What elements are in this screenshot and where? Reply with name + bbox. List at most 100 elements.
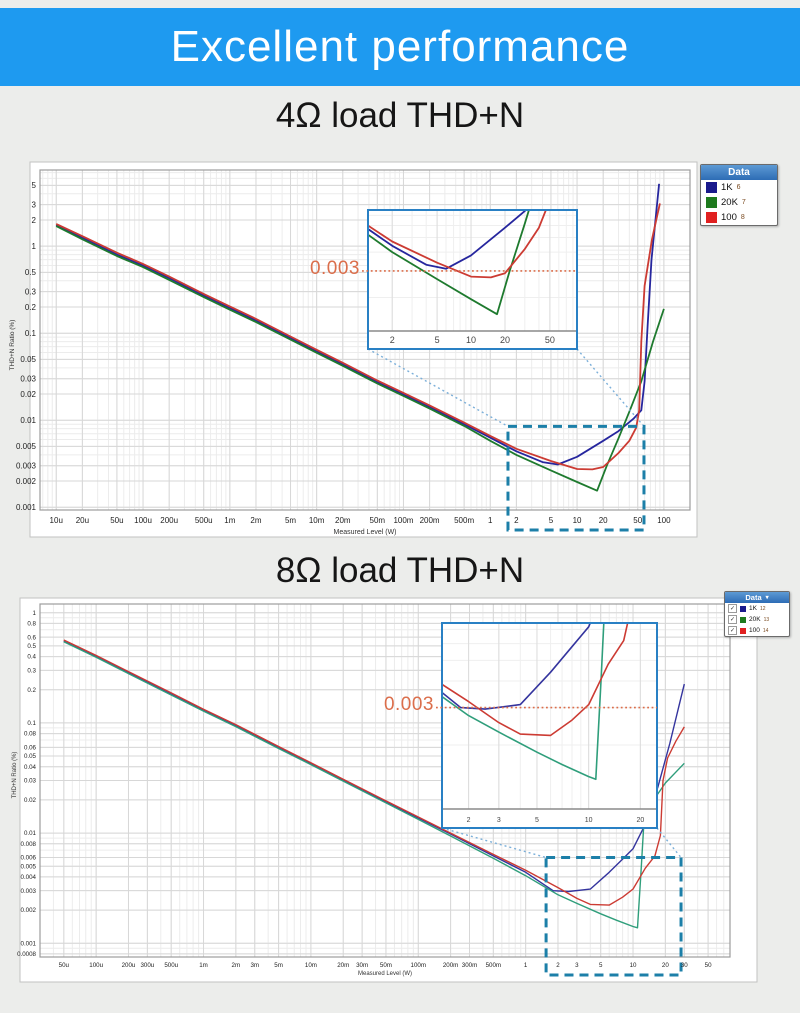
inset-connector-right — [576, 348, 645, 427]
svg-text:0.05: 0.05 — [20, 355, 36, 364]
legend-item-index: 8 — [740, 214, 745, 221]
chart-8ohm-plot: 1 0.8 0.6 0.5 0.4 0.3 0.2 0.1 0.08 0.060.05 0.04 0.… — [12, 597, 758, 983]
legend-item-100[interactable]: 100 8 — [701, 210, 777, 225]
legend-item-label: 100 — [749, 627, 760, 634]
svg-text:50: 50 — [545, 335, 555, 345]
checkbox-checked-icon[interactable]: ✓ — [728, 626, 737, 635]
legend-title: Data — [728, 167, 750, 178]
svg-text:50m: 50m — [370, 516, 386, 525]
svg-text:10: 10 — [630, 962, 637, 969]
svg-text:50: 50 — [633, 516, 642, 525]
svg-text:0.05: 0.05 — [24, 753, 37, 760]
inset-connector-left — [441, 827, 547, 859]
svg-text:2: 2 — [390, 335, 395, 345]
zoom-region-box — [506, 424, 646, 532]
series-color-swatch — [740, 616, 746, 623]
legend-4ohm: Data 1K 6 20K 7 100 8 — [700, 164, 778, 226]
svg-text:3m: 3m — [250, 962, 259, 969]
series-100 — [55, 203, 661, 471]
svg-text:THD+N Ratio (%): THD+N Ratio (%) — [12, 752, 18, 799]
svg-text:2: 2 — [32, 216, 37, 225]
svg-text:10m: 10m — [305, 962, 317, 969]
svg-text:0.0008: 0.0008 — [17, 951, 36, 958]
svg-text:2: 2 — [514, 516, 519, 525]
legend-item-index: 13 — [763, 616, 770, 623]
legend-item-index: 14 — [762, 627, 769, 634]
checkbox-checked-icon[interactable]: ✓ — [728, 604, 737, 613]
svg-text:0.06: 0.06 — [24, 745, 37, 752]
svg-text:20u: 20u — [76, 516, 89, 525]
svg-text:0.5: 0.5 — [27, 643, 36, 650]
inset-ref-label-4ohm: 0.003 — [309, 258, 360, 279]
svg-text:1: 1 — [32, 242, 37, 251]
svg-text:0.3: 0.3 — [27, 667, 36, 674]
inset-series-20K — [368, 210, 530, 316]
svg-text:5m: 5m — [285, 516, 296, 525]
inset-series-20K — [442, 623, 605, 781]
inset-connector-left — [367, 348, 509, 427]
svg-text:0.04: 0.04 — [24, 764, 37, 771]
svg-text:10: 10 — [573, 516, 582, 525]
legend-8ohm: Data ▾ ✓ 1K 12 ✓ 20K 13 ✓ 100 14 — [724, 591, 790, 637]
svg-text:20: 20 — [662, 962, 669, 969]
legend-item-label: 1K — [749, 605, 757, 612]
svg-text:100m: 100m — [411, 962, 426, 969]
svg-text:0.2: 0.2 — [25, 303, 37, 312]
legend-header[interactable]: Data ▾ — [725, 592, 789, 603]
legend-item-1K[interactable]: 1K 6 — [701, 180, 777, 195]
svg-text:10u: 10u — [50, 516, 63, 525]
legend-item-20K[interactable]: 20K 7 — [701, 195, 777, 210]
svg-text:2: 2 — [467, 817, 471, 824]
svg-text:0.5: 0.5 — [25, 268, 37, 277]
svg-text:1: 1 — [488, 516, 493, 525]
svg-text:10: 10 — [466, 335, 476, 345]
legend-item-100[interactable]: ✓ 100 14 — [725, 625, 789, 636]
series-100 — [63, 639, 685, 906]
svg-text:300m: 300m — [462, 962, 477, 969]
svg-text:0.003: 0.003 — [21, 888, 37, 895]
svg-text:0.02: 0.02 — [24, 797, 37, 804]
svg-text:0.3: 0.3 — [25, 287, 37, 296]
svg-text:20: 20 — [599, 516, 608, 525]
legend-title: Data — [745, 593, 762, 602]
svg-text:3: 3 — [32, 200, 37, 209]
inset-chart: 2 3 5 10 20 — [441, 622, 658, 829]
inset-connector-right — [656, 827, 682, 858]
chevron-down-icon[interactable]: ▾ — [765, 595, 769, 601]
svg-text:20: 20 — [500, 335, 510, 345]
svg-text:Measured Level (W): Measured Level (W) — [333, 529, 396, 536]
svg-text:0.8: 0.8 — [27, 621, 36, 628]
chart-panel — [29, 161, 698, 538]
svg-text:0.001: 0.001 — [21, 940, 37, 947]
svg-text:0.005: 0.005 — [21, 863, 37, 870]
svg-text:THD+N Ratio (%): THD+N Ratio (%) — [9, 320, 16, 371]
svg-text:0.01: 0.01 — [20, 416, 36, 425]
svg-text:100u: 100u — [134, 516, 152, 525]
svg-text:500u: 500u — [195, 516, 213, 525]
svg-text:0.006: 0.006 — [21, 855, 37, 862]
svg-text:1m: 1m — [224, 516, 235, 525]
legend-item-1K[interactable]: ✓ 1K 12 — [725, 603, 789, 614]
svg-text:5: 5 — [32, 181, 37, 190]
svg-text:50: 50 — [705, 962, 712, 969]
svg-text:3: 3 — [575, 962, 579, 969]
axis-labels: 5 3 2 1 0.5 0.3 0.2 0.1 0.05 0.03 0.02 0.01 0.005 0.0… — [9, 181, 671, 536]
svg-text:2: 2 — [556, 962, 560, 969]
svg-text:0.02: 0.02 — [20, 390, 36, 399]
series-color-swatch — [706, 182, 717, 193]
svg-text:5: 5 — [535, 817, 539, 824]
svg-text:5: 5 — [549, 516, 554, 525]
svg-text:20m: 20m — [335, 516, 351, 525]
svg-text:1m: 1m — [199, 962, 208, 969]
svg-text:0.005: 0.005 — [16, 442, 37, 451]
legend-item-20K[interactable]: ✓ 20K 13 — [725, 614, 789, 625]
series-color-swatch — [740, 605, 746, 612]
inset-border — [441, 622, 658, 829]
svg-text:10m: 10m — [309, 516, 325, 525]
legend-header: Data — [701, 165, 777, 180]
checkbox-checked-icon[interactable]: ✓ — [728, 615, 737, 624]
legend-item-label: 20K — [749, 616, 761, 623]
svg-text:300u: 300u — [140, 962, 154, 969]
header-banner: Excellent performance — [0, 8, 800, 86]
